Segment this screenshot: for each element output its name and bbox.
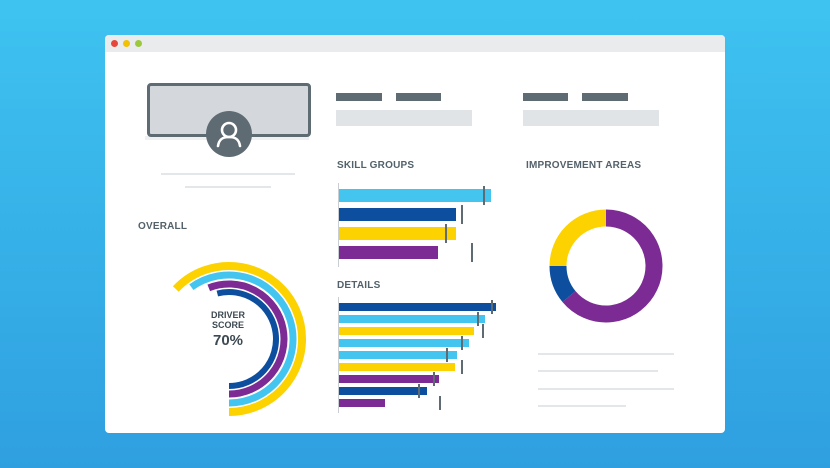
driver-score-label-line2: SCORE [211,320,244,330]
target-marker [477,312,479,326]
legend-placeholder-line [538,370,658,372]
chart-bar [339,375,439,383]
overall-rings-chart [172,262,306,416]
chart-bar [339,387,427,395]
driver-score-value: 70% [212,332,244,349]
donut-segment-purple [562,209,663,323]
maximize-window-button[interactable] [135,40,142,47]
driver-score-label-line1: DRIVER [210,310,245,320]
target-marker [446,348,448,362]
target-marker [439,396,441,410]
title-bar [105,35,725,52]
target-marker [461,205,463,224]
target-marker [461,336,463,350]
chart-bar [339,363,455,371]
close-window-button[interactable] [111,40,118,47]
improvement-areas-heading: IMPROVEMENT AREAS [526,160,642,171]
app-window: OVERALL DRIVER SCORE 70% SKILL GROUPS DE… [105,35,725,433]
chart-bar [339,399,385,407]
chart-bar [339,339,469,347]
header-placeholder [582,93,628,101]
profile-name-placeholder [161,173,295,175]
overall-ring-purple [207,280,288,398]
chart-axis [338,183,339,267]
header-placeholder [336,93,382,101]
legend-placeholder-line [538,353,674,355]
details-heading: DETAILS [337,280,381,291]
target-marker [471,243,473,262]
target-marker [483,186,485,205]
legend-placeholder-line [538,388,674,390]
improvement-areas-donut-chart [549,209,663,323]
chart-bar [339,208,456,221]
chart-bar [339,351,457,359]
chart-bar [339,227,456,240]
overall-ring-dark_blue [216,289,279,389]
user-icon [216,121,242,148]
profile-detail-placeholder [185,186,271,188]
target-marker [433,372,435,386]
chart-axis [338,297,339,413]
donut-segment-yellow [549,209,607,267]
chart-bar [339,315,485,323]
overall-heading: OVERALL [138,221,188,232]
driver-score-label: DRIVER SCORE [200,310,256,330]
chart-bar [339,246,438,259]
donut-segment-dark_blue [549,265,576,303]
header-field-placeholder [523,110,659,126]
target-marker [482,324,484,338]
overall-ring-yellow [172,262,306,416]
overall-ring-light_blue [189,271,297,407]
chart-bar [339,189,491,202]
header-placeholder [396,93,441,101]
legend-placeholder-line [538,405,626,407]
target-marker [491,300,493,314]
skill-groups-heading: SKILL GROUPS [337,160,415,171]
minimize-window-button[interactable] [123,40,130,47]
target-marker [445,224,447,243]
header-placeholder [523,93,568,101]
target-marker [418,384,420,398]
chart-bar [339,303,496,311]
header-field-placeholder [336,110,472,126]
avatar[interactable] [206,111,252,157]
chart-bar [339,327,474,335]
target-marker [461,360,463,374]
